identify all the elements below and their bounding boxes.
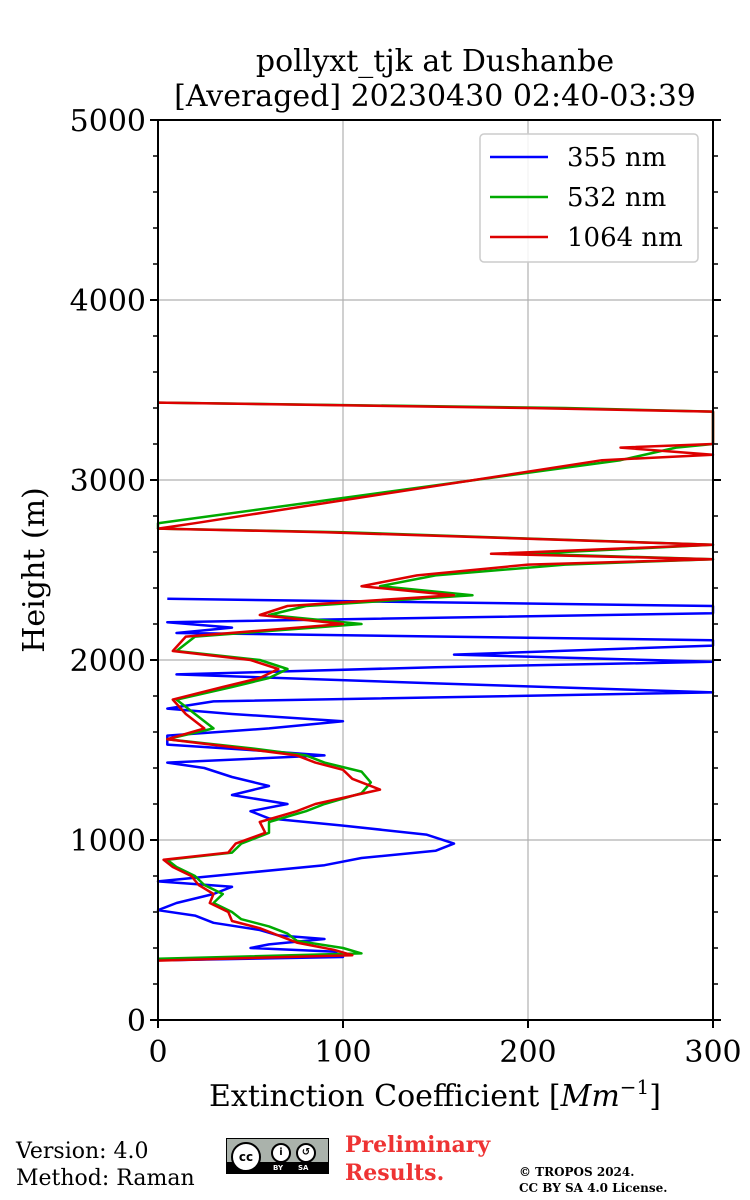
x-axis-label-unit: Mm (560, 1079, 620, 1114)
y-axis-label: Height (m) (17, 487, 52, 652)
version-text: Version: 4.0 (16, 1139, 149, 1164)
cc-by-label: BY (273, 1164, 284, 1172)
x-axis-label-text: Extinction Coefficient [ (209, 1079, 561, 1114)
x-axis-label-exponent: −1 (620, 1075, 649, 1099)
legend-label-1: 532 nm (567, 183, 666, 213)
series-line-2 (156, 401, 715, 962)
cc-logo-icon: cc (231, 1142, 261, 1172)
cc-license-badge: cc i ↺ BY SA (226, 1138, 329, 1174)
y-tick-label: 1000 (70, 824, 146, 859)
cc-badge-band (227, 1162, 328, 1173)
legend-label-2: 1064 nm (567, 223, 683, 253)
x-tick-label: 0 (148, 1035, 167, 1070)
x-tick-label: 100 (314, 1035, 371, 1070)
preliminary-results-note: Preliminary Results. (345, 1131, 490, 1187)
copyright-note: © TROPOS 2024. CC BY SA 4.0 License. (519, 1164, 667, 1196)
x-axis-label: Extinction Coefficient [Mm−1] (209, 1075, 661, 1114)
y-tick-label: 5000 (70, 104, 146, 139)
chart-title-line1: pollyxt_tjk at Dushanbe (256, 44, 614, 79)
x-axis-label-close: ] (649, 1079, 661, 1114)
legend-box (479, 133, 699, 263)
chart-title-line2: [Averaged] 20230430 02:40-03:39 (174, 79, 696, 114)
x-tick-label: 200 (499, 1035, 556, 1070)
legend: 355 nm 532 nm 1064 nm (479, 133, 699, 263)
plot-frame (157, 119, 714, 1021)
y-tick-label: 0 (127, 1004, 146, 1039)
series-line-0 (156, 597, 715, 962)
legend-entries: 355 nm 532 nm 1064 nm (490, 143, 683, 253)
cc-sa-label: SA (298, 1164, 309, 1172)
y-tick-label: 3000 (70, 464, 146, 499)
extinction-profile-chart: pollyxt_tjk at Dushanbe [Averaged] 20230… (17, 44, 742, 1114)
method-text: Method: Raman (16, 1166, 195, 1191)
series-lines (156, 401, 715, 962)
attribution-icon: i (271, 1143, 291, 1163)
copyright-line1: © TROPOS 2024. (519, 1165, 635, 1179)
y-tick-label: 2000 (70, 644, 146, 679)
share-alike-icon: ↺ (296, 1143, 316, 1163)
preliminary-line1: Preliminary (345, 1132, 491, 1158)
copyright-line2: CC BY SA 4.0 License. (519, 1181, 668, 1195)
preliminary-line2: Results. (345, 1160, 445, 1186)
legend-label-0: 355 nm (567, 143, 666, 173)
y-tick-label: 4000 (70, 284, 146, 319)
x-tick-label: 300 (684, 1035, 741, 1070)
